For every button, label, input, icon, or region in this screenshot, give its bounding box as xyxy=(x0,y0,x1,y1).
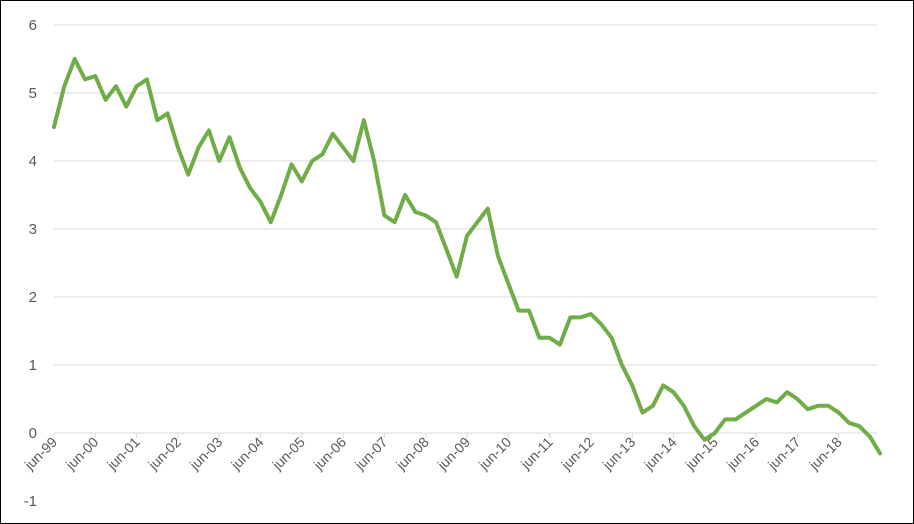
y-tick-label: 6 xyxy=(29,17,37,34)
x-tick-label: jun-14 xyxy=(640,434,680,474)
x-tick-label: jun-02 xyxy=(144,434,184,474)
gridlines xyxy=(54,24,877,366)
x-tick-label: jun-05 xyxy=(268,434,308,474)
x-tick-label: jun-99 xyxy=(21,434,61,474)
y-tick-label: 1 xyxy=(29,357,37,374)
y-tick-label: 5 xyxy=(29,85,37,102)
x-tick-label: jun-09 xyxy=(434,434,474,474)
x-tick-label: jun-04 xyxy=(227,434,267,474)
y-tick-label: 0 xyxy=(29,425,37,442)
x-tick-label: jun-13 xyxy=(599,434,639,474)
x-tick-label: jun-01 xyxy=(103,434,143,474)
x-tick-label: jun-10 xyxy=(475,434,515,474)
y-tick-label: -1 xyxy=(24,493,37,510)
x-tick-label: jun-18 xyxy=(805,434,845,474)
y-axis-ticks: -1 0 1 2 3 4 5 6 xyxy=(24,17,37,510)
x-tick-label: jun-17 xyxy=(764,434,804,474)
x-tick-label: jun-06 xyxy=(310,434,350,474)
series-line xyxy=(52,57,882,456)
x-tick-label: jun-07 xyxy=(351,434,391,474)
y-tick-label: 3 xyxy=(29,221,37,238)
x-tick-label: jun-03 xyxy=(186,434,226,474)
x-tick-label: jun-12 xyxy=(557,434,597,474)
y-tick-label: 2 xyxy=(29,289,37,306)
x-axis-ticks: jun-99 jun-00 jun-01 jun-02 jun-03 jun-04 jun-… xyxy=(21,433,845,473)
x-tick-label: jun-15 xyxy=(681,434,721,474)
x-tick-label: jun-11 xyxy=(517,434,556,473)
y-tick-label: 4 xyxy=(29,153,37,170)
x-tick-label: jun-00 xyxy=(62,434,102,474)
x-tick-label: jun-16 xyxy=(723,434,763,474)
x-tick-label: jun-08 xyxy=(392,434,432,474)
